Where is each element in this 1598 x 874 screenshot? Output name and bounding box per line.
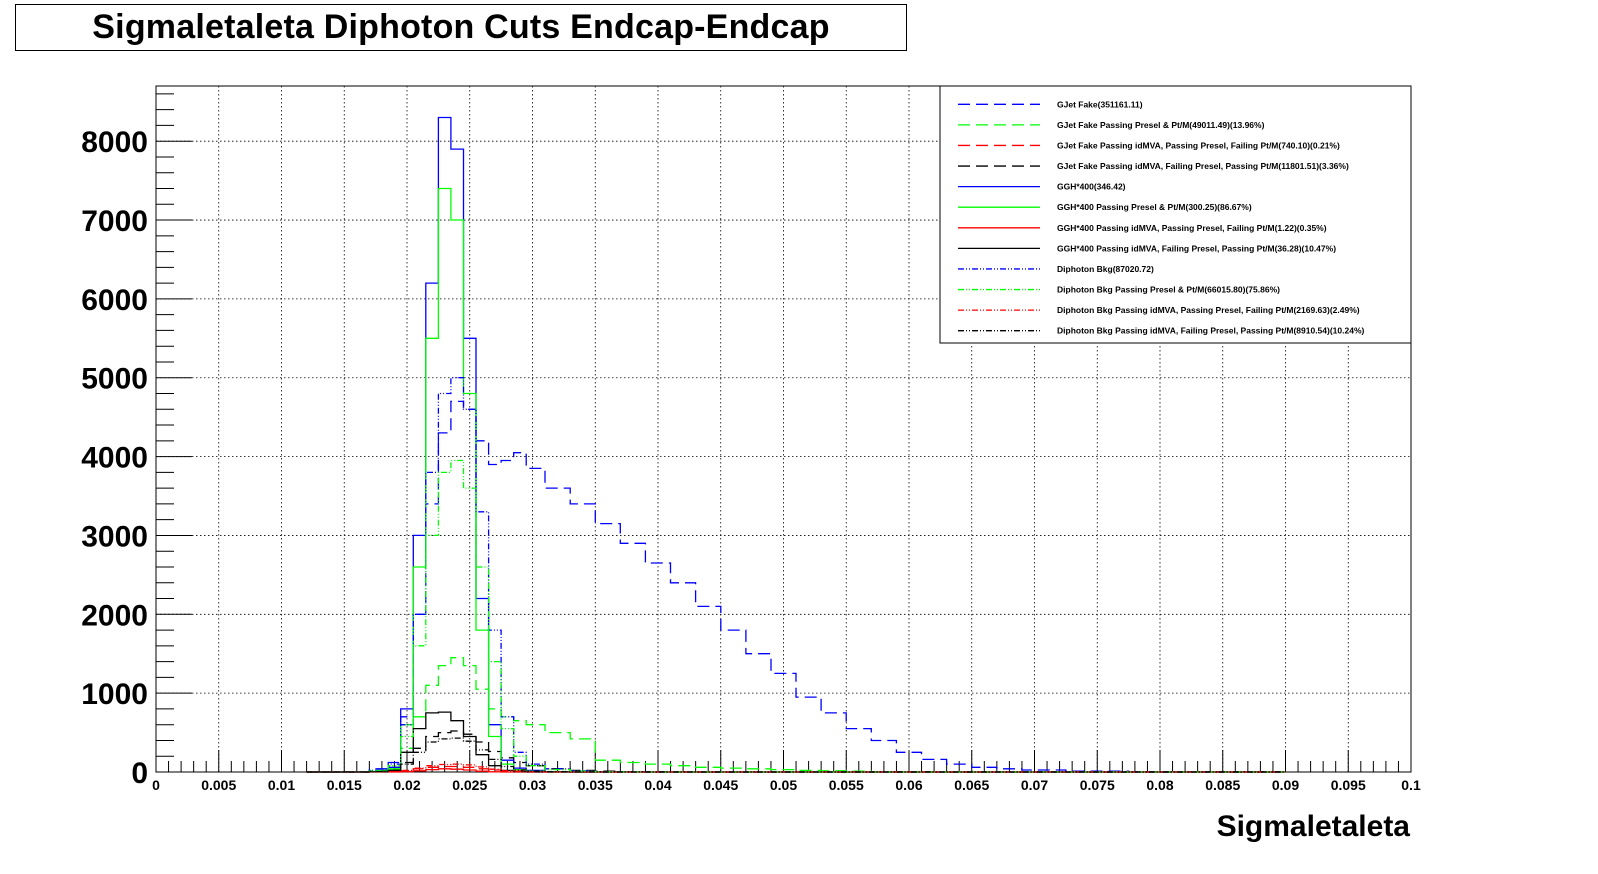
series-line-12 (306, 737, 1286, 773)
legend-entry: GJet Fake(351161.11) (1057, 99, 1143, 109)
legend-entry: GGH*400(346.42) (1057, 182, 1126, 192)
legend-entry: GJet Fake Passing idMVA, Failing Presel,… (1057, 161, 1349, 171)
legend-entry: Diphoton Bkg(87020.72) (1057, 264, 1154, 274)
legend-entry: GGH*400 Passing idMVA, Failing Presel, P… (1057, 243, 1336, 253)
series-line-2 (306, 657, 1286, 773)
y-tick-label: 0 (131, 757, 148, 790)
legend-entry: GGH*400 Passing idMVA, Passing Presel, F… (1057, 223, 1327, 233)
chart-title-box: Sigmaletaleta Diphoton Cuts Endcap-Endca… (15, 4, 907, 51)
legend-entry: Diphoton Bkg Passing idMVA, Failing Pres… (1057, 326, 1365, 336)
x-tick-label: 0.055 (829, 777, 864, 793)
chart-title: Sigmaletaleta Diphoton Cuts Endcap-Endca… (92, 8, 830, 46)
y-tick-label: 2000 (81, 599, 148, 632)
legend-entry: GJet Fake Passing idMVA, Passing Presel,… (1057, 140, 1340, 150)
x-tick-label: 0.015 (327, 777, 362, 793)
legend-entry: GGH*400 Passing Presel & Pt/M(300.25)(86… (1057, 202, 1252, 212)
x-axis-title: Sigmaletaleta (1217, 810, 1411, 843)
x-tick-label: 0.04 (644, 777, 671, 793)
x-tick-label: 0.035 (578, 777, 613, 793)
legend-entry: Diphoton Bkg Passing Presel & Pt/M(66015… (1057, 285, 1280, 295)
y-tick-label: 8000 (81, 126, 148, 159)
x-tick-label: 0.075 (1080, 777, 1115, 793)
x-tick-label: 0.08 (1146, 777, 1173, 793)
y-tick-label: 3000 (81, 520, 148, 553)
series-line-9 (306, 377, 1286, 773)
y-tick-label: 4000 (81, 442, 148, 475)
y-tick-label: 1000 (81, 678, 148, 711)
x-tick-label: 0 (152, 777, 160, 793)
x-tick-label: 0.025 (452, 777, 487, 793)
x-tick-label: 0.065 (954, 777, 989, 793)
x-tick-label: 0.005 (201, 777, 236, 793)
y-tick-label: 7000 (81, 205, 148, 238)
x-tick-label: 0.09 (1272, 777, 1299, 793)
x-tick-label: 0.095 (1331, 777, 1366, 793)
legend: GJet Fake(351161.11) GJet Fake Passing Pr… (939, 85, 1412, 344)
grid (156, 86, 1411, 772)
series-line-11 (306, 763, 1286, 773)
series-line-10 (306, 459, 1286, 773)
x-tick-label: 0.05 (770, 777, 797, 793)
x-tick-label: 0.07 (1021, 777, 1048, 793)
legend-entry: Diphoton Bkg Passing idMVA, Passing Pres… (1057, 305, 1360, 315)
x-tick-label: 0.1 (1401, 777, 1421, 793)
legend-entry: GJet Fake Passing Presel & Pt/M(49011.49… (1057, 120, 1265, 130)
x-tick-label: 0.045 (703, 777, 738, 793)
x-tick-label: 0.03 (519, 777, 546, 793)
series-layer (306, 116, 1286, 773)
legend-box (939, 85, 1412, 344)
y-tick-label: 6000 (81, 284, 148, 317)
x-tick-label: 0.01 (268, 777, 295, 793)
x-tick-label: 0.085 (1205, 777, 1240, 793)
x-tick-label: 0.06 (895, 777, 922, 793)
y-tick-label: 5000 (81, 363, 148, 396)
x-tick-label: 0.02 (393, 777, 420, 793)
